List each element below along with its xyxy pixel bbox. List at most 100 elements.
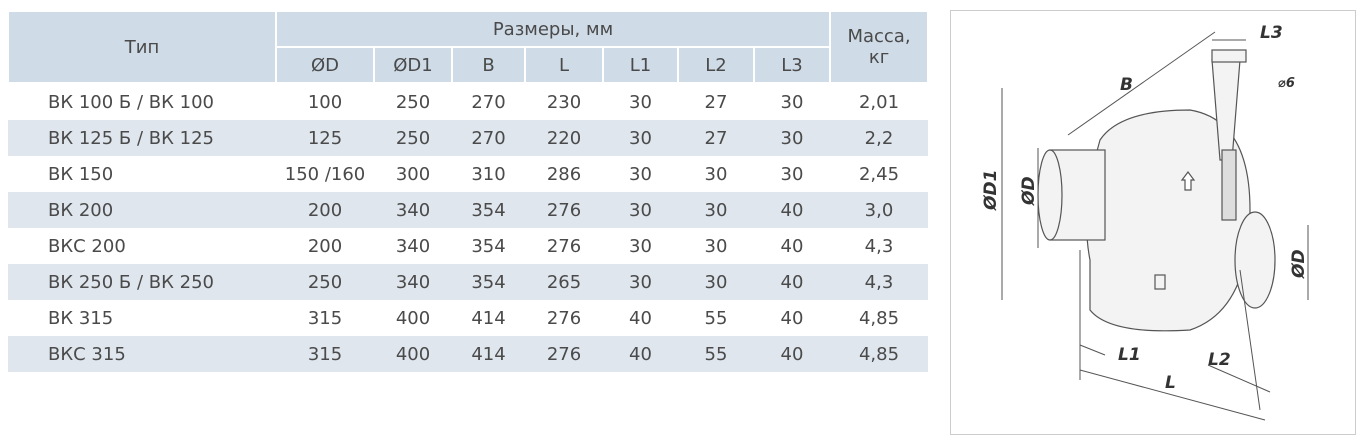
- table-cell: 30: [780, 163, 804, 185]
- table-cell: 300: [395, 163, 431, 185]
- header-cell: ØD: [275, 46, 375, 84]
- table-cell: 340: [374, 264, 452, 300]
- table-cell: 30: [678, 264, 754, 300]
- table-row: ВК 125 Б / ВК 125 125 250 270 220 30 27 30 2,2: [8, 120, 928, 156]
- table-cell: 4,85: [830, 336, 928, 372]
- header-cell: B: [451, 46, 526, 84]
- table-cell: 150 /160: [284, 163, 366, 185]
- table-cell: 270: [471, 91, 506, 113]
- table-cell: 276: [525, 336, 603, 372]
- table-cell: 354: [471, 235, 506, 257]
- table-cell: 30: [629, 91, 652, 113]
- table-cell: 200: [307, 235, 343, 257]
- table-row: ВК 250 Б / ВК 250 250 340 354 265 30 30 40 4,3: [8, 264, 928, 300]
- table-cell: ВК 150: [48, 163, 114, 185]
- table-cell: 55: [678, 336, 754, 372]
- table-cell: 30: [629, 235, 652, 257]
- header-cell: L3: [753, 46, 831, 84]
- header-cell: Масса, кг: [829, 10, 929, 84]
- table-row: ВК 150 150 /160 300 310 286 30 30 30 2,45: [8, 156, 928, 192]
- table-cell: 200: [276, 192, 374, 228]
- table-cell: 250: [374, 120, 452, 156]
- header-cell: ØD1: [373, 46, 453, 84]
- dimension-lines: [1001, 31, 1309, 421]
- table-cell: ВК 315: [48, 307, 114, 329]
- table-cell: 30: [603, 120, 678, 156]
- table-cell: 27: [678, 120, 754, 156]
- table-cell: ВКС 315: [8, 336, 276, 372]
- spec-table: Тип Размеры, мм Масса, кг ØD ØD1 B L L1 L2 L3 ВК…: [7, 10, 929, 372]
- header-cell: L1: [602, 46, 679, 84]
- label-b: B: [1120, 75, 1133, 95]
- table-cell: 30: [704, 163, 728, 185]
- table-cell: 125: [276, 120, 374, 156]
- label-hole: ⌀6: [1278, 76, 1295, 91]
- table-cell: 270: [452, 120, 525, 156]
- label-d-in: ØD: [1019, 176, 1039, 206]
- table-cell: 30: [678, 192, 754, 228]
- table-cell: 2,45: [858, 163, 900, 185]
- table-cell: 30: [603, 264, 678, 300]
- header-cell: L2: [677, 46, 755, 84]
- table-cell: 276: [546, 235, 582, 257]
- table-cell: 3,0: [830, 192, 928, 228]
- table-cell: 2,2: [830, 120, 928, 156]
- table-cell: 354: [452, 192, 525, 228]
- label-l2: L2: [1208, 350, 1231, 370]
- table-row: ВКС 315 315 400 414 276 40 55 40 4,85: [8, 336, 928, 372]
- table-cell: 315: [307, 307, 343, 329]
- table-cell: 414: [452, 336, 525, 372]
- table-cell: 400: [374, 336, 452, 372]
- table-cell: 100: [307, 91, 343, 113]
- table-cell: 265: [525, 264, 603, 300]
- label-l: L: [1165, 373, 1176, 393]
- fan-drawing: L3 B ⌀6 ØD1 ØD ØD L1 L2 L: [950, 10, 1356, 435]
- table-cell: 40: [754, 192, 830, 228]
- table-cell: ВК 100 Б / ВК 100: [48, 91, 214, 113]
- table-cell: 40: [603, 336, 678, 372]
- table-cell: 2,01: [858, 91, 900, 113]
- table-cell: 27: [704, 91, 728, 113]
- table-cell: 414: [471, 307, 506, 329]
- table-cell: 340: [374, 192, 452, 228]
- table-cell: 230: [546, 91, 582, 113]
- table-cell: ВК 250 Б / ВК 250: [8, 264, 276, 300]
- table-cell: ВК 125 Б / ВК 125: [8, 120, 276, 156]
- table-cell: 220: [525, 120, 603, 156]
- header-cell: L: [524, 46, 604, 84]
- label-l1: L1: [1118, 345, 1141, 365]
- table-cell: 4,3: [830, 264, 928, 300]
- header-row: ØD ØD1 B L L1 L2 L3: [8, 46, 928, 84]
- label-l3: L3: [1260, 23, 1283, 43]
- table-cell: 40: [629, 307, 652, 329]
- table-cell: 315: [276, 336, 374, 372]
- table-cell: 250: [395, 91, 431, 113]
- table-cell: 4,3: [864, 235, 894, 257]
- table-cell: 310: [471, 163, 506, 185]
- table-cell: 40: [754, 336, 830, 372]
- table-row: ВКС 200 200 340 354 276 30 30 40 4,3: [8, 228, 928, 264]
- table-row: ВК 200 200 340 354 276 30 30 40 3,0: [8, 192, 928, 228]
- header-cell: Размеры, мм: [275, 10, 831, 48]
- header-cell: Тип: [7, 10, 277, 84]
- table-cell: 354: [452, 264, 525, 300]
- label-d-out: ØD: [1289, 249, 1309, 279]
- table-cell: 40: [754, 264, 830, 300]
- table-cell: 55: [704, 307, 728, 329]
- fan-outline: [1037, 49, 1276, 332]
- table-cell: 286: [546, 163, 582, 185]
- table-cell: 4,85: [858, 307, 900, 329]
- table-row: ВК 315 315 400 414 276 40 55 40 4,85: [8, 300, 928, 336]
- table-cell: 30: [754, 120, 830, 156]
- table-row: ВК 100 Б / ВК 100 100 250 270 230 30 27 30 2,01: [8, 83, 928, 120]
- table-cell: 276: [525, 192, 603, 228]
- table-cell: 250: [276, 264, 374, 300]
- table-cell: 30: [704, 235, 728, 257]
- label-d1: ØD1: [981, 170, 1001, 211]
- table-cell: 40: [780, 235, 804, 257]
- table-cell: ВК 200: [8, 192, 276, 228]
- table-cell: 400: [395, 307, 431, 329]
- table-cell: 30: [780, 91, 804, 113]
